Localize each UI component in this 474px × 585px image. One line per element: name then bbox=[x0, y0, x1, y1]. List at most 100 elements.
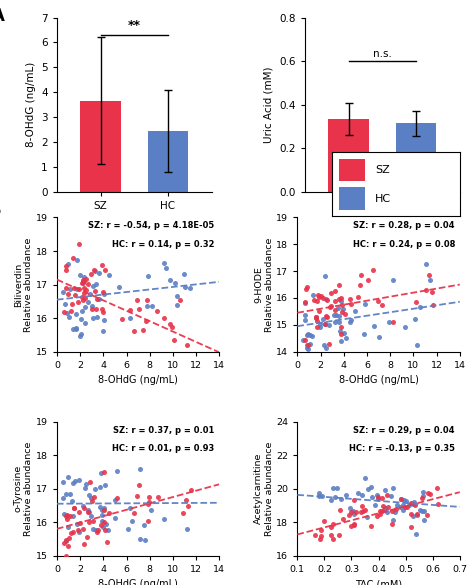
Point bbox=[81, 276, 88, 285]
Point bbox=[113, 493, 121, 503]
Point bbox=[79, 278, 87, 287]
Point bbox=[63, 551, 70, 560]
Point bbox=[74, 525, 82, 535]
Point bbox=[364, 512, 371, 522]
Point bbox=[69, 511, 77, 521]
Point bbox=[130, 508, 138, 517]
Point bbox=[326, 321, 333, 330]
Point bbox=[331, 305, 338, 315]
Point bbox=[118, 314, 126, 324]
Point bbox=[86, 477, 93, 486]
Point bbox=[418, 494, 425, 503]
Point bbox=[89, 525, 97, 534]
Point bbox=[401, 495, 408, 505]
Point bbox=[317, 531, 325, 541]
Point bbox=[426, 275, 433, 284]
Y-axis label: Biliverdin
Relative abundance: Biliverdin Relative abundance bbox=[14, 238, 33, 332]
Point bbox=[64, 523, 72, 532]
Point bbox=[100, 290, 108, 299]
Point bbox=[322, 295, 329, 304]
Point bbox=[327, 495, 335, 504]
Point bbox=[337, 307, 345, 316]
Point bbox=[182, 495, 190, 505]
Point bbox=[316, 535, 323, 544]
Point bbox=[361, 505, 368, 514]
Point bbox=[142, 316, 150, 326]
Point bbox=[329, 519, 337, 529]
Point bbox=[96, 482, 103, 491]
Point bbox=[401, 322, 409, 332]
Point bbox=[340, 514, 347, 524]
Point bbox=[323, 312, 331, 321]
X-axis label: 8-OHdG (ng/mL): 8-OHdG (ng/mL) bbox=[98, 376, 178, 386]
Point bbox=[326, 302, 334, 312]
Point bbox=[360, 330, 367, 339]
Point bbox=[301, 311, 309, 320]
Point bbox=[342, 491, 350, 500]
Point bbox=[86, 290, 94, 299]
Point bbox=[181, 283, 189, 292]
Point bbox=[75, 528, 82, 537]
Point bbox=[361, 473, 368, 483]
Point bbox=[337, 494, 345, 504]
Point bbox=[134, 491, 141, 500]
Bar bbox=[148, 131, 188, 192]
Point bbox=[423, 510, 431, 519]
Point bbox=[409, 499, 417, 508]
Point bbox=[374, 297, 382, 306]
Point bbox=[412, 529, 419, 539]
Point bbox=[347, 315, 355, 324]
Point bbox=[77, 329, 85, 339]
Text: n.s.: n.s. bbox=[373, 49, 392, 59]
Y-axis label: Uric Acid (mM): Uric Acid (mM) bbox=[264, 67, 274, 143]
Point bbox=[337, 296, 345, 305]
Point bbox=[350, 495, 357, 505]
Point bbox=[419, 487, 427, 497]
Point bbox=[115, 282, 123, 291]
Point bbox=[429, 300, 437, 309]
Point bbox=[352, 508, 360, 517]
Text: SZ: r = -0.54, p = 4.18E-05: SZ: r = -0.54, p = 4.18E-05 bbox=[88, 222, 214, 230]
Point bbox=[183, 340, 191, 350]
Point bbox=[380, 501, 387, 511]
Point bbox=[402, 496, 410, 505]
Point bbox=[332, 287, 339, 296]
Point bbox=[88, 301, 96, 311]
Point bbox=[69, 324, 77, 333]
Point bbox=[71, 476, 78, 486]
Point bbox=[99, 510, 106, 519]
Point bbox=[95, 294, 103, 304]
Point bbox=[416, 505, 424, 515]
Point bbox=[98, 260, 106, 270]
Point bbox=[304, 340, 312, 350]
Point bbox=[80, 273, 87, 282]
Text: HC: r = 0.24, p = 0.08: HC: r = 0.24, p = 0.08 bbox=[353, 240, 455, 249]
Point bbox=[413, 510, 420, 519]
Point bbox=[301, 315, 309, 325]
Point bbox=[399, 505, 407, 514]
Point bbox=[396, 503, 404, 512]
Point bbox=[342, 309, 349, 319]
Point bbox=[313, 313, 320, 322]
Point bbox=[140, 520, 148, 529]
Point bbox=[321, 319, 329, 329]
Point bbox=[331, 492, 339, 501]
Point bbox=[135, 304, 143, 314]
Point bbox=[414, 509, 421, 518]
Point bbox=[72, 323, 79, 332]
Bar bbox=[396, 123, 436, 192]
Point bbox=[62, 265, 70, 274]
Point bbox=[79, 295, 87, 305]
Point bbox=[355, 292, 362, 302]
Point bbox=[72, 309, 80, 319]
Point bbox=[401, 502, 409, 511]
Point bbox=[332, 311, 340, 320]
Point bbox=[345, 511, 353, 520]
Point bbox=[93, 312, 100, 322]
Point bbox=[397, 494, 405, 504]
Point bbox=[105, 270, 113, 279]
Point bbox=[337, 326, 344, 335]
Point bbox=[336, 505, 344, 515]
Point bbox=[382, 486, 389, 495]
Point bbox=[390, 317, 397, 326]
